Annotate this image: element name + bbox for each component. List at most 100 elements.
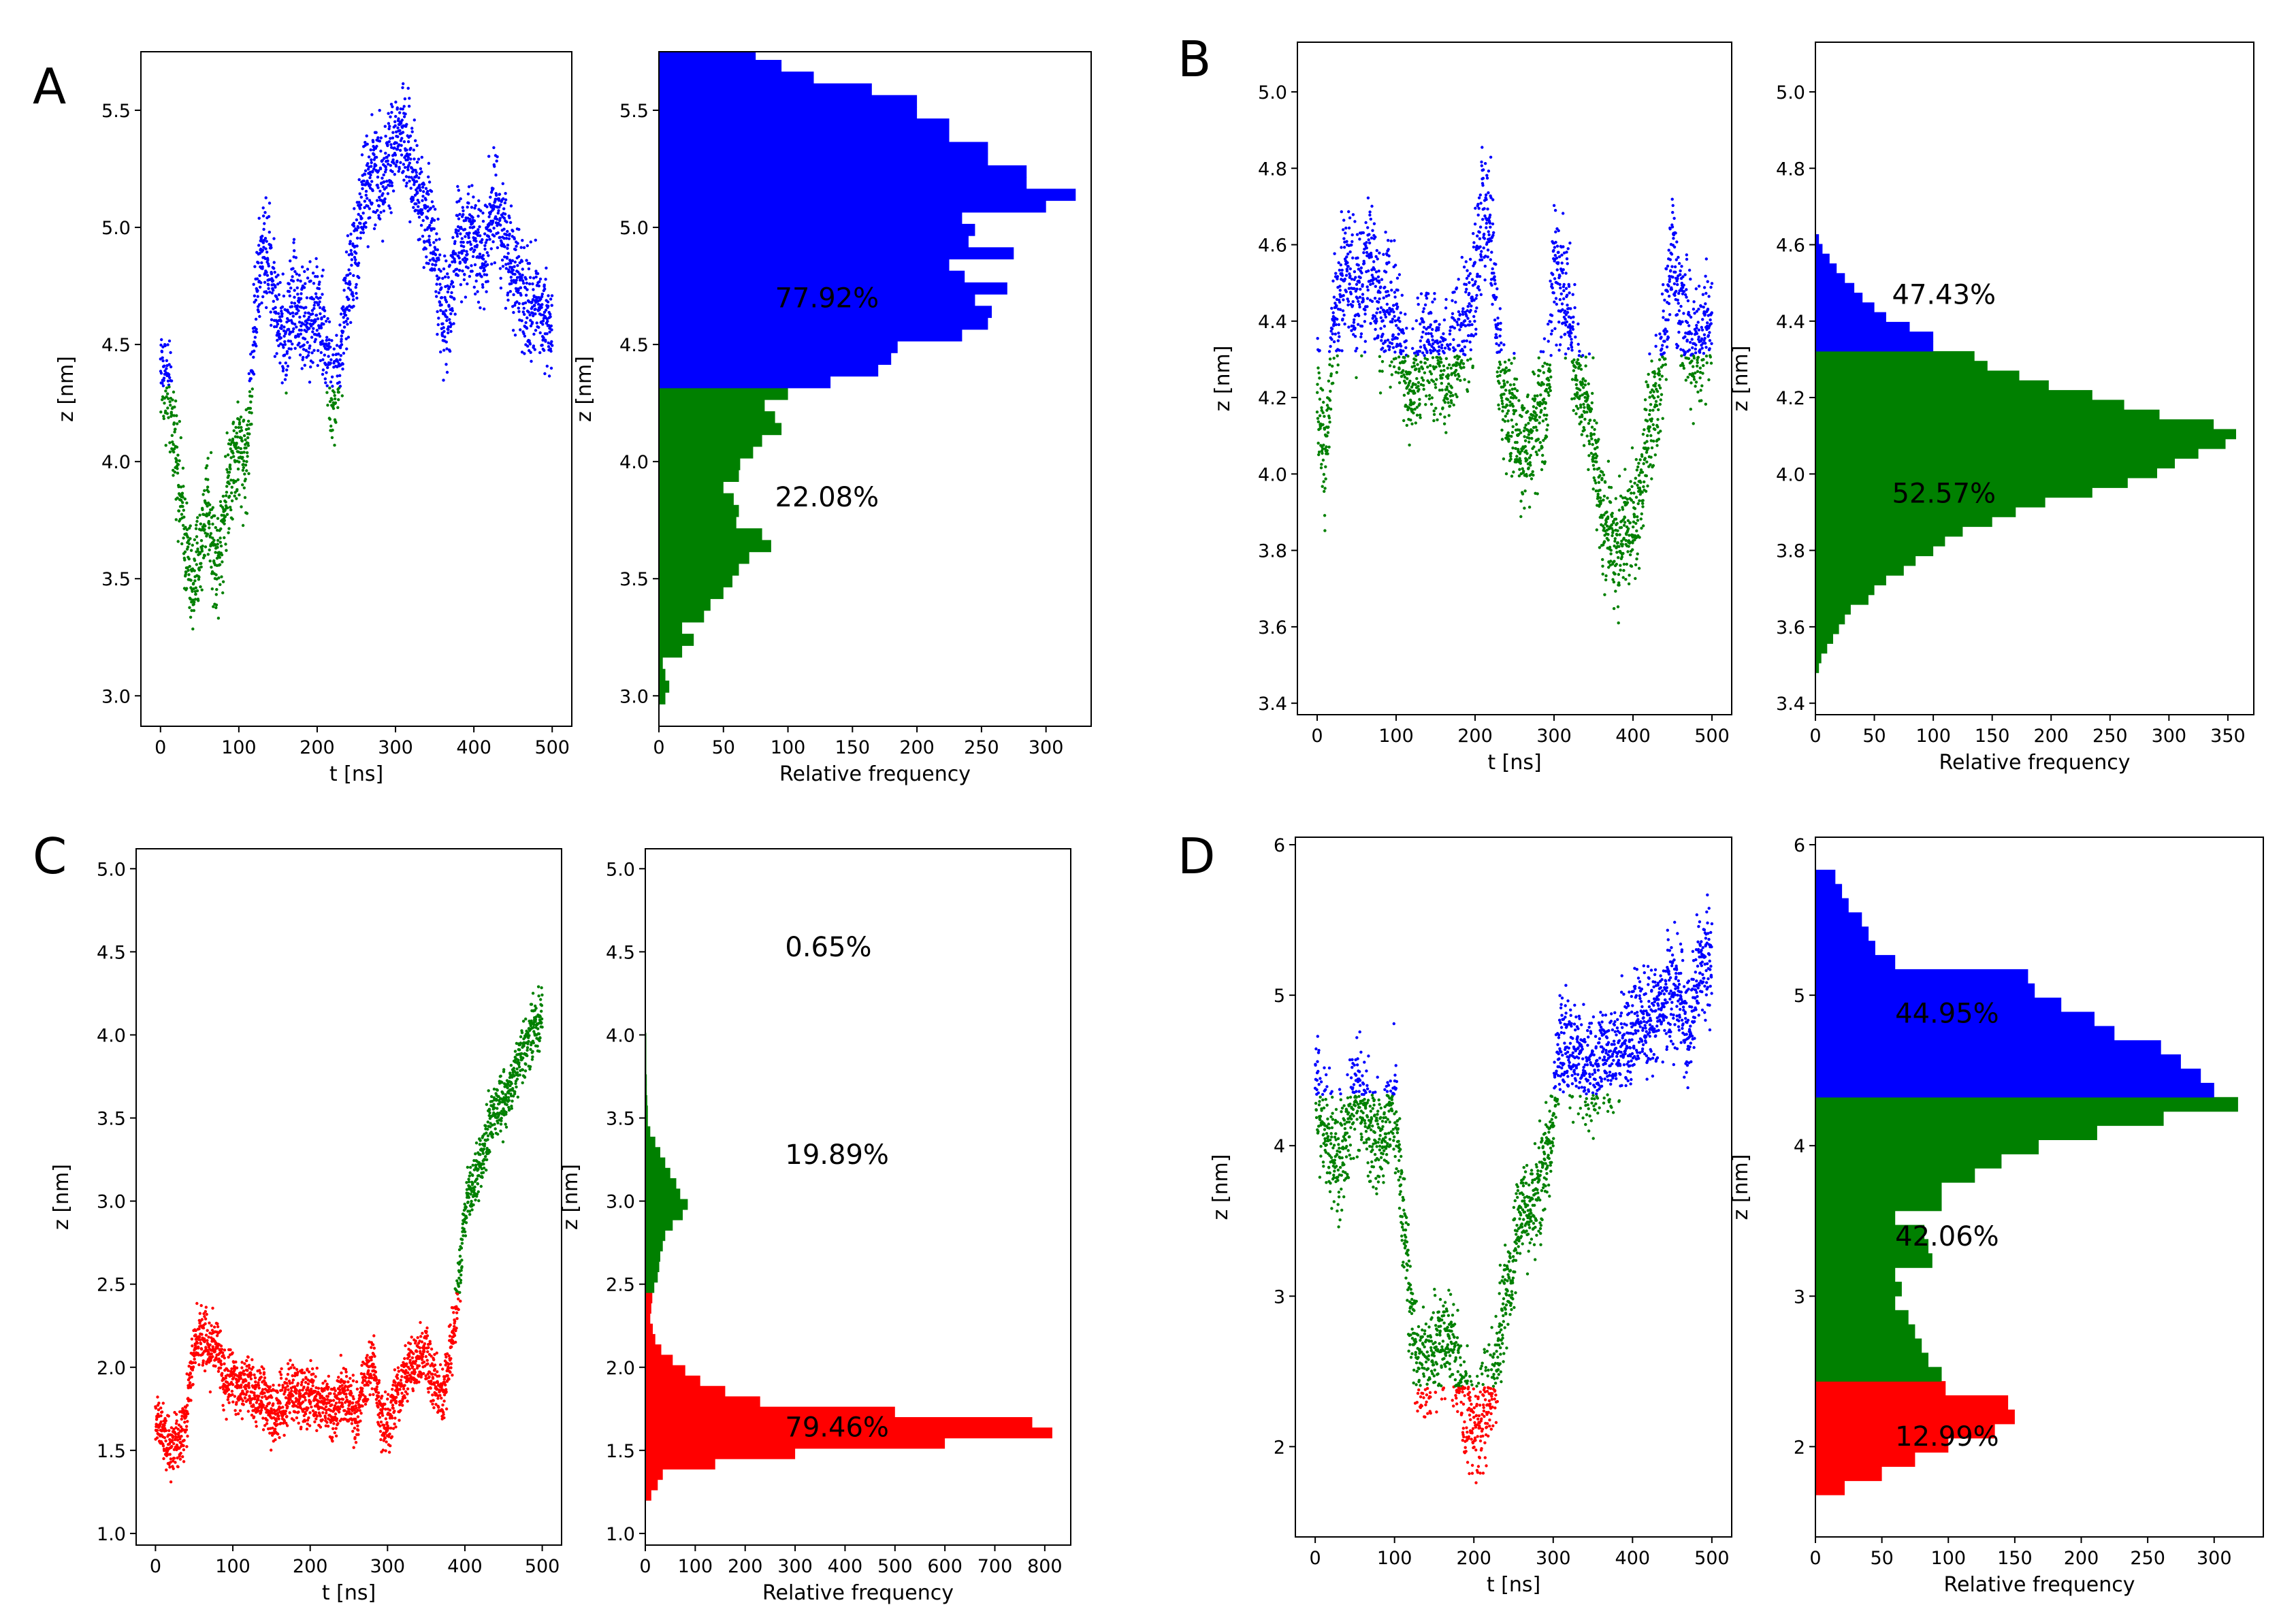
data-point <box>231 451 235 455</box>
data-point <box>1526 410 1530 413</box>
data-point <box>1315 410 1319 414</box>
data-point <box>1421 351 1425 355</box>
data-point <box>1601 557 1604 562</box>
data-point <box>314 257 318 261</box>
data-point <box>179 436 182 440</box>
data-point <box>1475 293 1478 297</box>
data-point <box>1629 480 1632 483</box>
data-point <box>546 319 549 323</box>
data-point <box>425 240 429 243</box>
data-point <box>433 268 436 272</box>
data-point <box>291 267 295 270</box>
data-point <box>1468 291 1471 295</box>
data-point <box>1658 372 1662 376</box>
data-point <box>398 143 401 146</box>
data-point <box>1588 419 1592 422</box>
data-point <box>534 307 537 311</box>
data-point <box>1457 355 1461 359</box>
data-point <box>336 374 339 378</box>
data-point <box>1559 292 1563 295</box>
data-point <box>1594 447 1597 451</box>
data-point <box>1545 428 1549 432</box>
data-point <box>466 253 469 256</box>
data-point <box>1393 291 1397 294</box>
data-point <box>1433 292 1436 295</box>
data-point <box>1389 385 1392 389</box>
data-point <box>225 468 229 471</box>
x-tick-label: 300 <box>378 737 413 758</box>
data-point <box>377 214 381 217</box>
data-point <box>1372 260 1376 263</box>
data-point <box>328 417 332 421</box>
data-point <box>1539 383 1543 387</box>
data-point <box>272 267 276 270</box>
data-point <box>516 291 520 294</box>
data-point <box>444 363 448 366</box>
data-point <box>1579 420 1583 423</box>
data-point <box>1568 241 1572 245</box>
data-point <box>381 176 384 180</box>
data-point <box>1613 572 1617 576</box>
data-point <box>1670 265 1674 268</box>
data-point <box>1701 372 1704 375</box>
data-point <box>1340 349 1344 353</box>
data-point <box>1511 425 1515 428</box>
data-point <box>1555 244 1559 248</box>
data-point <box>1525 458 1529 461</box>
data-point <box>1696 361 1699 364</box>
data-point <box>454 252 457 255</box>
data-point <box>1634 496 1638 499</box>
data-point <box>221 494 225 498</box>
data-point <box>1394 370 1397 374</box>
data-point <box>300 367 304 370</box>
data-point <box>1668 278 1672 281</box>
data-point <box>1458 328 1461 331</box>
data-point <box>411 196 415 199</box>
data-point <box>1335 371 1339 374</box>
data-point <box>1359 332 1363 336</box>
data-point <box>1505 404 1509 407</box>
data-point <box>1569 343 1573 346</box>
data-point <box>1573 306 1577 310</box>
data-point <box>250 411 253 415</box>
data-point <box>523 312 526 317</box>
data-point <box>1522 406 1526 410</box>
data-point <box>391 170 394 174</box>
data-point <box>548 312 552 316</box>
data-point <box>1350 277 1354 281</box>
data-point <box>534 312 537 316</box>
data-point <box>349 240 352 243</box>
data-point <box>1431 300 1434 304</box>
data-point <box>1523 506 1526 510</box>
data-point <box>1342 246 1346 249</box>
data-point <box>1346 297 1349 301</box>
data-point <box>269 310 272 314</box>
histogram-bar <box>659 236 969 248</box>
data-point <box>330 436 334 440</box>
data-point <box>1551 286 1554 290</box>
data-point <box>524 277 528 281</box>
data-point <box>549 347 552 351</box>
data-point <box>319 296 322 299</box>
data-point <box>1623 468 1627 471</box>
data-point <box>1640 470 1645 474</box>
data-point <box>384 151 387 155</box>
data-point <box>261 241 265 244</box>
data-point <box>194 527 198 530</box>
data-point <box>1368 233 1371 236</box>
data-point <box>1468 272 1472 276</box>
data-point <box>210 566 213 569</box>
data-point <box>402 82 405 86</box>
data-point <box>1342 228 1345 231</box>
data-point <box>1689 277 1692 281</box>
data-point <box>1568 335 1572 338</box>
data-point <box>1402 373 1406 376</box>
data-point <box>159 372 163 375</box>
data-point <box>1387 293 1391 297</box>
data-point <box>1485 197 1488 201</box>
data-point <box>1704 302 1707 306</box>
data-point <box>302 286 306 289</box>
data-point <box>1577 397 1581 400</box>
data-point <box>1496 322 1500 325</box>
